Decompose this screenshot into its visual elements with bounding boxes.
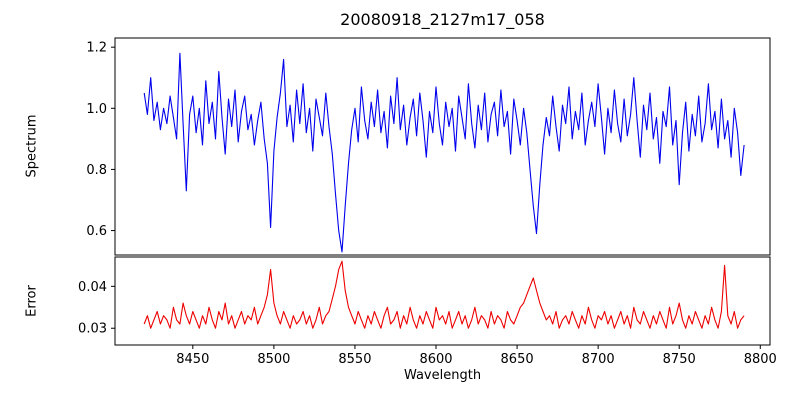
error-ytick-label: 0.03 [78, 322, 107, 337]
plot-title: 20080918_2127m17_058 [340, 10, 545, 29]
x-tick-label: 8550 [338, 352, 371, 367]
x-tick-label: 8650 [501, 352, 534, 367]
x-tick-label: 8800 [744, 352, 777, 367]
spectrum-ytick-label: 1.2 [86, 41, 107, 56]
x-tick-label: 8700 [582, 352, 615, 367]
spectrum-ytick-label: 0.6 [86, 224, 107, 239]
error-line [143, 260, 745, 329]
spectrum-line [143, 52, 745, 253]
x-tick-label: 8450 [176, 352, 209, 367]
spectrum-ytick-label: 1.0 [86, 102, 107, 117]
x-tick-label: 8500 [257, 352, 290, 367]
spectrum-ytick-label: 0.8 [86, 163, 107, 178]
error-ytick-label: 0.04 [78, 280, 107, 295]
wavelength-x-axis-label: Wavelength [403, 368, 482, 383]
x-tick-label: 8600 [419, 352, 452, 367]
spectrum-axes-frame [114, 37, 771, 256]
error-axes-frame [114, 256, 771, 346]
x-tick-label: 8750 [663, 352, 696, 367]
